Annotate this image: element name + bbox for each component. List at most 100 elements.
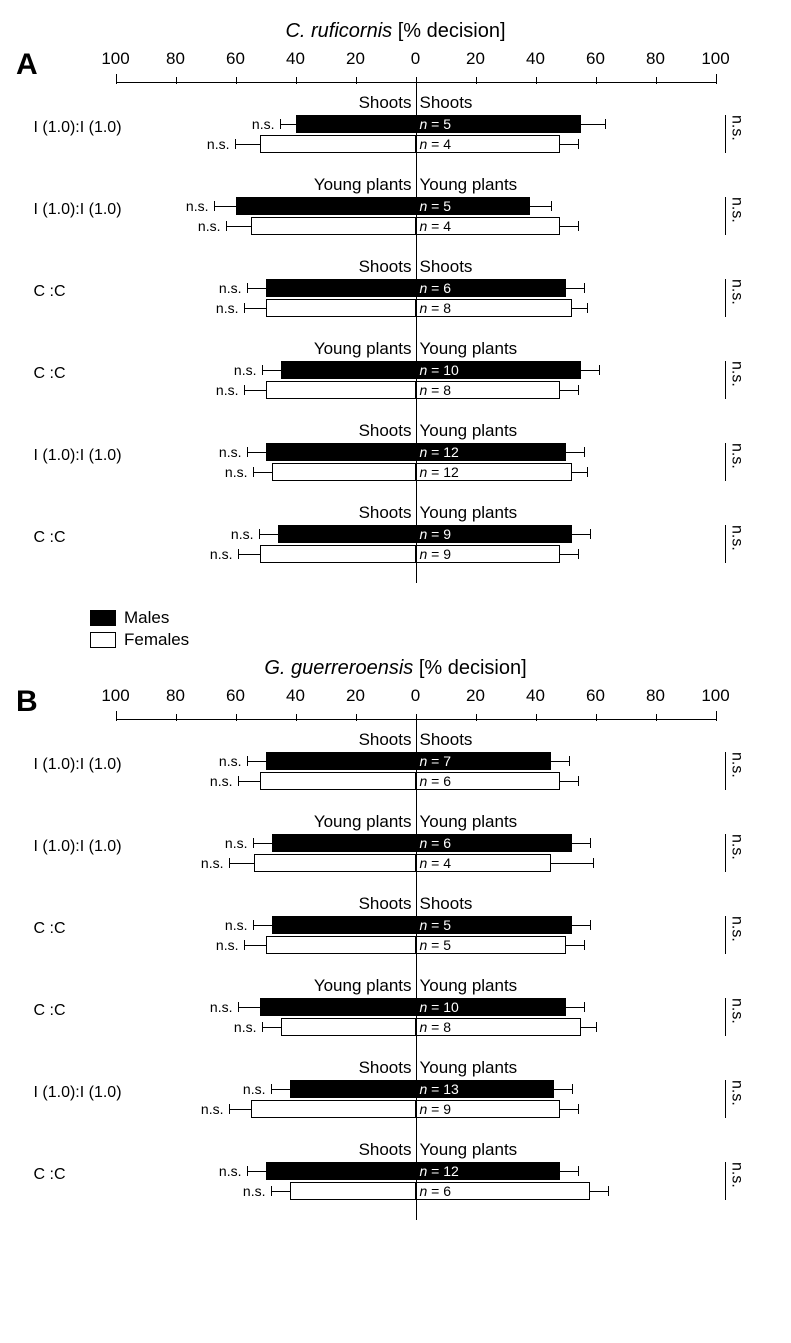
sig-label: n.s. [234,1019,257,1035]
n-label: n = 6 [420,1183,452,1199]
female-bar-left [266,299,416,317]
condition-right: Young plants [420,339,518,359]
sig-label: n.s. [225,917,248,933]
pair-sig-label: n.s. [728,1162,746,1188]
x-axis: 10080604020020406080100 [116,686,716,720]
n-label: n = 8 [420,1019,452,1035]
panel-B: G. guerreroensis [% decision]B1008060402… [20,657,771,1220]
axis-tick-label: 20 [346,49,365,69]
axis-tick-label: 40 [526,49,545,69]
n-label: n = 12 [420,464,459,480]
axis-tick-label: 60 [226,686,245,706]
condition-right: Young plants [420,175,518,195]
condition-right: Shoots [420,730,473,750]
group-label: I (1.0):I (1.0) [34,119,122,137]
trial-group: I (1.0):I (1.0)ShootsYoung plantsn.s.n.s… [116,419,716,501]
male-bar-left [266,279,416,297]
male-bar-left [266,443,416,461]
pair-sig-label: n.s. [728,115,746,141]
n-label: n = 9 [420,526,452,542]
n-label: n = 10 [420,362,459,378]
n-label: n = 5 [420,198,452,214]
trial-group: C :CShootsShootsn.s.n.s.n = 5n = 5n.s. [116,892,716,974]
female-bar-left [260,772,416,790]
axis-tick-label: 40 [286,49,305,69]
group-label: C :C [34,365,66,383]
n-label: n = 5 [420,917,452,933]
axis-tick-label: 60 [226,49,245,69]
trial-group: C :CShootsShootsn.s.n.s.n = 6n = 8n.s. [116,255,716,337]
sig-label: n.s. [234,362,257,378]
condition-left: Shoots [359,1140,412,1160]
axis-tick-label: 0 [411,686,420,706]
sig-label: n.s. [243,1183,266,1199]
n-label: n = 5 [420,116,452,132]
sig-label: n.s. [210,773,233,789]
n-label: n = 8 [420,382,452,398]
n-label: n = 9 [420,546,452,562]
sig-label: n.s. [231,526,254,542]
n-label: n = 9 [420,1101,452,1117]
legend-label-female: Females [124,630,189,650]
condition-right: Young plants [420,976,518,996]
sig-label: n.s. [243,1081,266,1097]
pair-sig-label: n.s. [728,752,746,778]
n-label: n = 6 [420,835,452,851]
sig-label: n.s. [216,382,239,398]
sig-label: n.s. [216,300,239,316]
condition-left: Young plants [314,812,412,832]
n-label: n = 4 [420,218,452,234]
condition-left: Young plants [314,976,412,996]
female-bar-left [260,135,416,153]
pair-sig-label: n.s. [728,279,746,305]
male-bar-left [272,916,416,934]
sig-label: n.s. [219,280,242,296]
n-label: n = 10 [420,999,459,1015]
group-label: I (1.0):I (1.0) [34,447,122,465]
n-label: n = 4 [420,855,452,871]
legend: MalesFemales [90,607,771,651]
sig-label: n.s. [201,1101,224,1117]
female-bar-left [266,936,416,954]
group-label: C :C [34,1166,66,1184]
trial-group: I (1.0):I (1.0)ShootsShootsn.s.n.s.n = 7… [116,728,716,810]
condition-left: Shoots [359,421,412,441]
axis-tick-label: 20 [466,49,485,69]
pair-sig-label: n.s. [728,916,746,942]
pair-sig-label: n.s. [728,443,746,469]
n-label: n = 12 [420,1163,459,1179]
trial-group: I (1.0):I (1.0)Young plantsYoung plantsn… [116,173,716,255]
group-label: I (1.0):I (1.0) [34,838,122,856]
trial-group: C :CShootsYoung plantsn.s.n.s.n = 12n = … [116,1138,716,1220]
trial-group: C :CShootsYoung plantsn.s.n.s.n = 9n = 9… [116,501,716,583]
axis-tick-label: 80 [166,49,185,69]
axis-tick-label: 0 [411,49,420,69]
condition-left: Shoots [359,93,412,113]
condition-left: Shoots [359,730,412,750]
axis-tick-label: 40 [526,686,545,706]
sig-label: n.s. [216,937,239,953]
female-bar-left [254,854,416,872]
male-bar-left [260,998,416,1016]
condition-right: Young plants [420,812,518,832]
axis-tick-label: 100 [701,686,729,706]
sig-label: n.s. [210,546,233,562]
axis-tick-label: 100 [101,686,129,706]
female-bar-left [251,1100,416,1118]
n-label: n = 13 [420,1081,459,1097]
sig-label: n.s. [186,198,209,214]
group-label: I (1.0):I (1.0) [34,1084,122,1102]
axis-tick-label: 40 [286,686,305,706]
trial-group: I (1.0):I (1.0)Young plantsYoung plantsn… [116,810,716,892]
male-bar-left [272,834,416,852]
panel-title: C. ruficornis [% decision] [20,20,771,43]
sig-label: n.s. [225,835,248,851]
n-label: n = 7 [420,753,452,769]
condition-left: Young plants [314,175,412,195]
condition-left: Shoots [359,894,412,914]
condition-right: Young plants [420,1140,518,1160]
male-bar-left [281,361,416,379]
condition-right: Shoots [420,257,473,277]
pair-sig-label: n.s. [728,1080,746,1106]
male-bar-left [296,115,416,133]
